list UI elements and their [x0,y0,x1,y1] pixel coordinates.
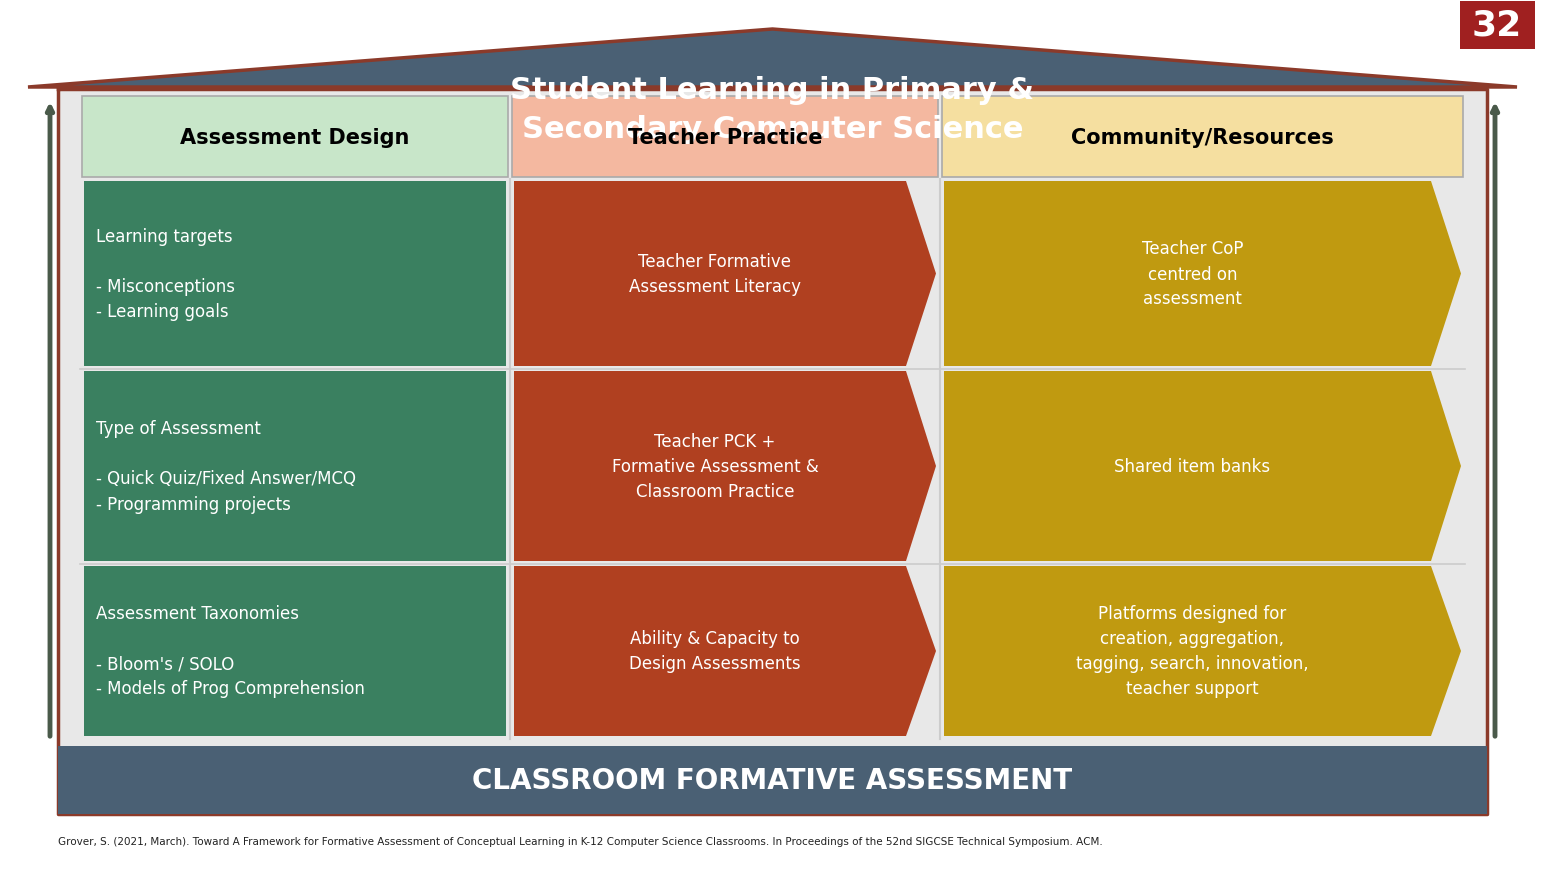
FancyBboxPatch shape [83,567,507,736]
Text: Teacher PCK +
Formative Assessment &
Classroom Practice: Teacher PCK + Formative Assessment & Cla… [612,433,819,501]
FancyBboxPatch shape [511,96,938,178]
Text: CLASSROOM FORMATIVE ASSESSMENT: CLASSROOM FORMATIVE ASSESSMENT [473,766,1072,794]
FancyBboxPatch shape [59,746,1486,814]
FancyBboxPatch shape [82,96,508,178]
Text: Ability & Capacity to
Design Assessments: Ability & Capacity to Design Assessments [629,630,800,673]
Polygon shape [944,567,1462,736]
FancyBboxPatch shape [83,372,507,561]
FancyBboxPatch shape [83,182,507,367]
Polygon shape [28,30,1517,88]
Polygon shape [944,372,1462,561]
Text: Student Learning in Primary &
Secondary Computer Science: Student Learning in Primary & Secondary … [510,76,1035,143]
Polygon shape [514,567,936,736]
Text: Grover, S. (2021, March). Toward A Framework for Formative Assessment of Concept: Grover, S. (2021, March). Toward A Frame… [59,836,1103,846]
Polygon shape [944,182,1462,367]
FancyBboxPatch shape [1460,2,1536,50]
FancyBboxPatch shape [942,96,1463,178]
Text: 32: 32 [1472,9,1522,43]
Text: Shared item banks: Shared item banks [1114,457,1270,475]
Polygon shape [514,372,936,561]
Polygon shape [59,90,1486,814]
Polygon shape [514,182,936,367]
Text: Teacher Formative
Assessment Literacy: Teacher Formative Assessment Literacy [629,253,800,295]
Text: Platforms designed for
creation, aggregation,
tagging, search, innovation,
teach: Platforms designed for creation, aggrega… [1077,605,1309,698]
Text: Assessment Design: Assessment Design [181,128,409,148]
Text: Learning targets

- Misconceptions
- Learning goals: Learning targets - Misconceptions - Lear… [96,228,235,321]
Text: Community/Resources: Community/Resources [1071,128,1333,148]
Text: Type of Assessment

- Quick Quiz/Fixed Answer/MCQ
- Programming projects: Type of Assessment - Quick Quiz/Fixed An… [96,420,355,513]
Text: Assessment Taxonomies

- Bloom's / SOLO
- Models of Prog Comprehension: Assessment Taxonomies - Bloom's / SOLO -… [96,605,365,698]
Text: Teacher Practice: Teacher Practice [627,128,822,148]
Text: Teacher CoP
centred on
assessment: Teacher CoP centred on assessment [1142,240,1244,308]
